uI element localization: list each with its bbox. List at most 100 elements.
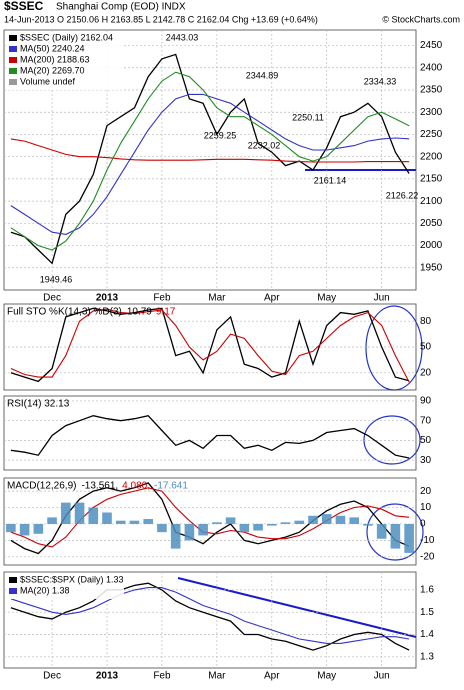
y-tick-label: 2100 [420, 196, 443, 207]
panel-value: -13.561, [81, 481, 118, 492]
legend-label: Volume undef [20, 76, 76, 86]
y-tick-label: 80 [420, 316, 432, 327]
series-line [10, 482, 410, 555]
x-tick-label: 2013 [96, 671, 119, 682]
x-tick-label: Jun [374, 671, 390, 682]
y-tick-label: 70 [420, 415, 432, 426]
annotation: 2161.14 [314, 175, 347, 185]
x-tick-label: Mar [208, 293, 226, 304]
y-tick-label: 1950 [420, 262, 443, 273]
y-tick-label: 2400 [420, 62, 443, 73]
histogram-bar [47, 517, 57, 524]
panel-value: 4.080, [122, 481, 150, 492]
y-tick-label: 90 [420, 396, 432, 407]
y-tick-label: 30 [420, 455, 432, 466]
histogram-bar [363, 523, 373, 526]
annotation: 1949.46 [40, 274, 73, 284]
histogram-bar [349, 517, 360, 524]
histogram-bar [157, 523, 167, 533]
x-tick-label: Apr [264, 671, 280, 682]
trend-line [177, 577, 417, 638]
y-tick-label: 2050 [420, 218, 443, 229]
legend-swatch [9, 577, 17, 583]
x-tick-label: Apr [264, 293, 280, 304]
legend-swatch [9, 35, 17, 41]
legend-swatch [9, 57, 17, 63]
y-tick-label: -20 [420, 551, 435, 562]
y-tick-label: 1.5 [420, 607, 434, 618]
x-tick-label: May [317, 293, 336, 304]
panel-frame [3, 395, 417, 471]
histogram-bar [170, 523, 181, 549]
histogram-bar [294, 520, 305, 524]
annotation: 2334.33 [364, 76, 397, 86]
legend-swatch [9, 46, 17, 52]
macd-circle [366, 503, 424, 561]
x-tick-label: Dec [43, 671, 61, 682]
legend-label: MA(20) 2269.70 [20, 65, 85, 75]
legend-swatch [9, 68, 17, 74]
histogram-bar [19, 523, 30, 536]
rsi-circle [363, 415, 421, 465]
y-tick-label: 2150 [420, 174, 443, 185]
x-tick-label: Feb [153, 293, 171, 304]
y-tick-label: 20 [420, 367, 432, 378]
credit: © StockCharts.com [382, 14, 460, 24]
histogram-bar [143, 519, 154, 524]
panel-label: Full STO %K(14,3) %D(3) [7, 307, 122, 318]
histogram-bar [184, 523, 195, 541]
legend-box [6, 32, 124, 90]
series-line [10, 587, 410, 644]
histogram-bar [88, 507, 99, 524]
series-line [10, 414, 410, 459]
x-tick-label: May [317, 671, 336, 682]
legend-label: MA(50) 2240.24 [20, 43, 85, 53]
annotation: 2232.02 [248, 140, 281, 150]
series-line [10, 582, 410, 651]
y-tick-label: 2000 [420, 240, 443, 251]
histogram-bar [404, 523, 414, 553]
histogram-bar [129, 520, 140, 524]
y-tick-label: 20 [420, 486, 432, 497]
histogram-bar [74, 502, 85, 524]
series-line [10, 308, 410, 383]
x-tick-label: Dec [43, 293, 61, 304]
y-tick-label: 1.6 [420, 585, 434, 596]
panel-frame [3, 571, 417, 669]
histogram-bar [60, 502, 71, 524]
legend-label: MA(200) 2188.63 [20, 54, 90, 64]
histogram-bar [225, 517, 236, 524]
histogram-bar [102, 512, 112, 524]
y-tick-label: 2250 [420, 129, 443, 140]
legend-label: MA(20) 1.38 [20, 585, 70, 595]
histogram-bar [33, 523, 44, 534]
y-tick-label: -10 [420, 535, 435, 546]
histogram-bar [212, 522, 222, 524]
x-tick-label: Feb [153, 671, 171, 682]
x-tick-label: Jun [374, 293, 390, 304]
x-tick-label: 2013 [96, 293, 119, 304]
y-tick-label: 1.3 [420, 651, 434, 662]
y-tick-label: 2350 [420, 85, 443, 96]
histogram-bar [308, 515, 318, 524]
y-tick-label: 10 [420, 502, 432, 513]
histogram-bar [239, 523, 250, 533]
annotation: 2126.22 [386, 190, 419, 200]
legend-label: $SSEC (Daily) 2162.04 [20, 32, 113, 42]
legend-box [6, 574, 124, 599]
histogram-bar [198, 523, 208, 536]
y-tick-label: 0 [420, 519, 426, 530]
histogram-bar [253, 523, 263, 531]
x-tick-label: Mar [208, 671, 226, 682]
panel-frame [3, 29, 417, 291]
y-tick-label: 2200 [420, 151, 443, 162]
y-tick-label: 2450 [420, 40, 443, 51]
series-line [10, 53, 410, 265]
quote: 14-Jun-2013 O 2150.06 H 2163.85 L 2142.7… [4, 14, 318, 24]
index-name: Shanghai Comp (EOD) INDX [56, 2, 186, 13]
legend-swatch [9, 79, 17, 85]
y-tick-label: 2300 [420, 107, 443, 118]
